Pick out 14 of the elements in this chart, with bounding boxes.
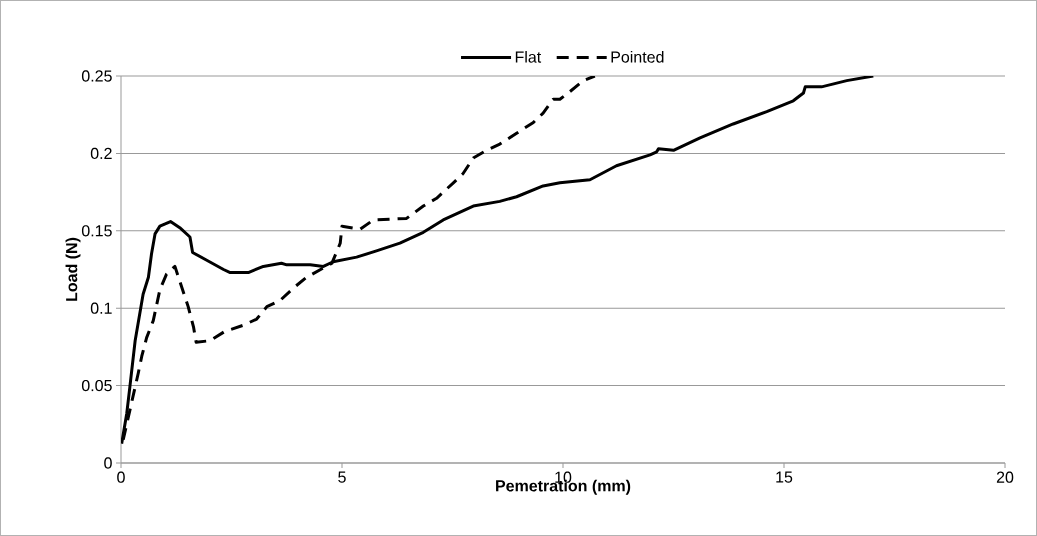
x-tick-label: 20 (996, 471, 1014, 483)
legend-label: Flat (515, 50, 542, 63)
y-tick-label: 0.05 (81, 379, 112, 392)
y-tick-label: 0.15 (81, 225, 112, 237)
y-tick-label: 0.25 (81, 70, 112, 82)
x-tick-label: 15 (776, 471, 793, 483)
y-tick-label: 0.2 (90, 147, 112, 160)
x-tick-label: 5 (338, 471, 346, 483)
legend-label: Pointed (611, 50, 664, 63)
y-tick-label: 0.1 (90, 302, 112, 314)
x-tick-label: 0 (117, 471, 125, 483)
y-axis-title: Load (N) (65, 237, 81, 301)
line-series (121, 76, 875, 446)
y-tick-label: 0 (104, 457, 112, 469)
